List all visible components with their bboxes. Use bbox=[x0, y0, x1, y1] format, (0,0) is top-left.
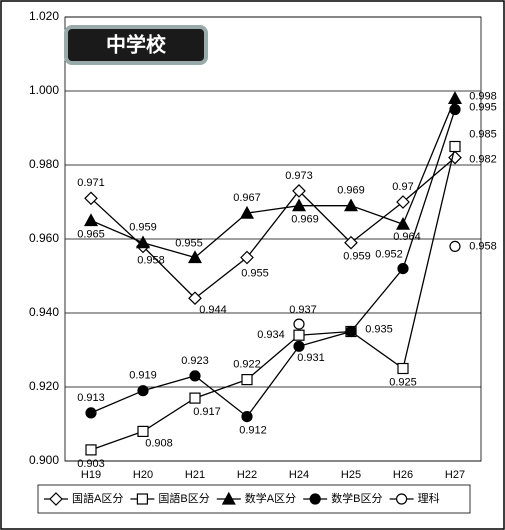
data-label: 0.958 bbox=[469, 240, 497, 252]
x-tick-label: H24 bbox=[289, 469, 309, 481]
data-label: 0.931 bbox=[297, 352, 325, 364]
data-label: 0.913 bbox=[77, 392, 105, 404]
data-label: 0.973 bbox=[285, 170, 313, 182]
x-tick-label: H21 bbox=[185, 469, 205, 481]
legend-marker bbox=[221, 491, 236, 505]
chart-title: 中学校 bbox=[106, 32, 167, 56]
data-point bbox=[449, 240, 461, 252]
data-label: 0.965 bbox=[77, 228, 105, 240]
data-point bbox=[187, 250, 203, 264]
data-point bbox=[189, 392, 201, 404]
data-point bbox=[137, 425, 149, 437]
data-label: 0.923 bbox=[181, 355, 209, 367]
data-label: 0.959 bbox=[343, 251, 371, 263]
data-label: 0.919 bbox=[129, 370, 157, 382]
data-label: 0.917 bbox=[193, 406, 221, 418]
data-point bbox=[293, 329, 305, 341]
x-tick-label: H27 bbox=[445, 469, 465, 481]
y-tick-label: 1.020 bbox=[29, 9, 59, 23]
data-point bbox=[241, 374, 253, 386]
data-point bbox=[188, 291, 202, 306]
data-label: 0.925 bbox=[389, 376, 417, 388]
data-point bbox=[240, 250, 254, 265]
x-tick-label: H19 bbox=[81, 469, 101, 481]
data-point bbox=[449, 140, 461, 153]
y-tick-label: 0.960 bbox=[29, 231, 59, 245]
x-tick-label: H22 bbox=[237, 469, 257, 481]
data-label: 0.908 bbox=[145, 437, 173, 449]
data-point bbox=[447, 91, 463, 105]
data-label: 0.97 bbox=[392, 181, 413, 193]
x-tick-label: H26 bbox=[393, 469, 413, 481]
data-point bbox=[241, 411, 253, 423]
data-label: 0.958 bbox=[137, 254, 165, 266]
data-label: 0.937 bbox=[289, 304, 317, 316]
data-point bbox=[292, 184, 306, 198]
data-point bbox=[135, 235, 151, 249]
data-point bbox=[345, 325, 357, 338]
data-label: 0.995 bbox=[469, 101, 497, 113]
data-point bbox=[343, 198, 359, 212]
legend-marker bbox=[49, 492, 63, 506]
data-point bbox=[291, 198, 307, 212]
series-line bbox=[90, 98, 456, 259]
y-tick-label: 0.940 bbox=[29, 305, 59, 319]
data-label: 0.982 bbox=[469, 154, 497, 166]
data-point bbox=[344, 235, 358, 250]
data-point bbox=[239, 205, 255, 219]
data-point bbox=[397, 362, 409, 375]
data-label: 0.952 bbox=[375, 249, 403, 261]
legend-label: 数学B区分 bbox=[331, 491, 382, 505]
data-point bbox=[449, 103, 461, 116]
data-point bbox=[396, 195, 410, 209]
series-line bbox=[90, 109, 456, 418]
data-point bbox=[137, 385, 149, 397]
data-label: 0.969 bbox=[291, 214, 319, 226]
y-tick-label: 1.000 bbox=[29, 83, 59, 97]
data-label: 0.912 bbox=[239, 425, 267, 437]
data-point bbox=[84, 191, 98, 206]
data-label: 0.935 bbox=[365, 323, 393, 335]
legend-label: 国語B区分 bbox=[158, 491, 209, 505]
legend-label: 数学A区分 bbox=[245, 491, 296, 505]
series-line bbox=[90, 146, 456, 451]
data-label: 0.934 bbox=[257, 329, 285, 341]
data-point bbox=[397, 263, 409, 275]
legend-marker bbox=[309, 493, 321, 505]
data-label: 0.944 bbox=[199, 304, 227, 316]
data-label: 0.955 bbox=[241, 267, 269, 279]
x-tick-label: H20 bbox=[133, 469, 153, 481]
y-tick-label: 0.900 bbox=[29, 453, 59, 467]
legend-marker bbox=[136, 493, 148, 505]
legend-label: 理科 bbox=[418, 491, 440, 505]
data-label: 0.959 bbox=[129, 222, 157, 234]
data-point bbox=[293, 318, 305, 330]
data-point bbox=[83, 213, 99, 227]
data-point bbox=[85, 444, 97, 456]
y-tick-label: 0.980 bbox=[29, 157, 59, 171]
data-point bbox=[189, 370, 201, 382]
legend-label: 国語A区分 bbox=[72, 491, 123, 505]
legend-marker bbox=[396, 493, 408, 505]
data-label: 0.998 bbox=[469, 90, 497, 102]
data-label: 0.922 bbox=[233, 359, 261, 371]
data-point bbox=[293, 340, 305, 352]
data-label: 0.969 bbox=[337, 185, 365, 197]
data-label: 0.964 bbox=[393, 231, 421, 243]
series-line bbox=[90, 157, 456, 300]
data-label: 0.985 bbox=[469, 128, 497, 140]
data-label: 0.903 bbox=[77, 458, 105, 470]
title-box bbox=[64, 25, 208, 65]
data-label: 0.971 bbox=[77, 177, 105, 189]
y-tick-label: 0.920 bbox=[29, 379, 59, 393]
x-tick-label: H25 bbox=[341, 469, 361, 481]
data-point bbox=[85, 407, 97, 419]
data-point bbox=[395, 216, 411, 230]
data-label: 0.967 bbox=[233, 192, 261, 204]
data-label: 0.955 bbox=[175, 237, 203, 249]
